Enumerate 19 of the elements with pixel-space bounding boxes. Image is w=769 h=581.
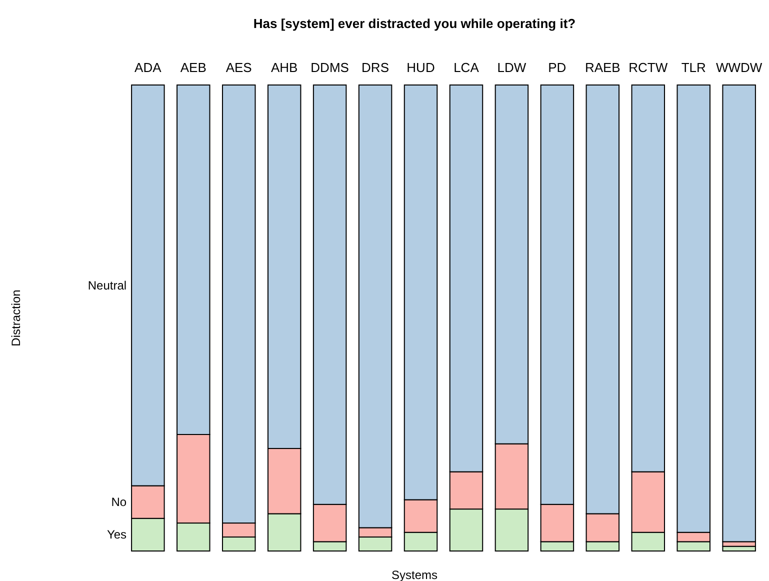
x-tick-label: AHB	[270, 60, 298, 75]
x-tick-label: RCTW	[628, 60, 668, 75]
x-tick-label: LDW	[497, 60, 527, 75]
series-label: Yes	[106, 528, 127, 542]
x-tick-label: DDMS	[310, 60, 350, 75]
series-label: Neutral	[88, 278, 127, 292]
x-tick-label: LCA	[454, 60, 480, 75]
x-tick-label: ADA	[134, 60, 162, 75]
x-tick-label: TLR	[681, 60, 706, 75]
x-tick-label: DRS	[362, 60, 390, 75]
x-tick-label: HUD	[406, 60, 435, 75]
x-tick-label: WWDW	[716, 60, 763, 75]
x-tick-label: AES	[226, 60, 252, 75]
x-tick-label: PD	[548, 60, 566, 75]
series-label: No	[111, 495, 127, 510]
text: Distraction	[9, 290, 23, 346]
chart-title: Has [system] ever distracted you while operating it?	[253, 16, 576, 31]
x-tick-label: AEB	[180, 60, 206, 75]
x-tick-label: RAEB	[584, 60, 620, 75]
